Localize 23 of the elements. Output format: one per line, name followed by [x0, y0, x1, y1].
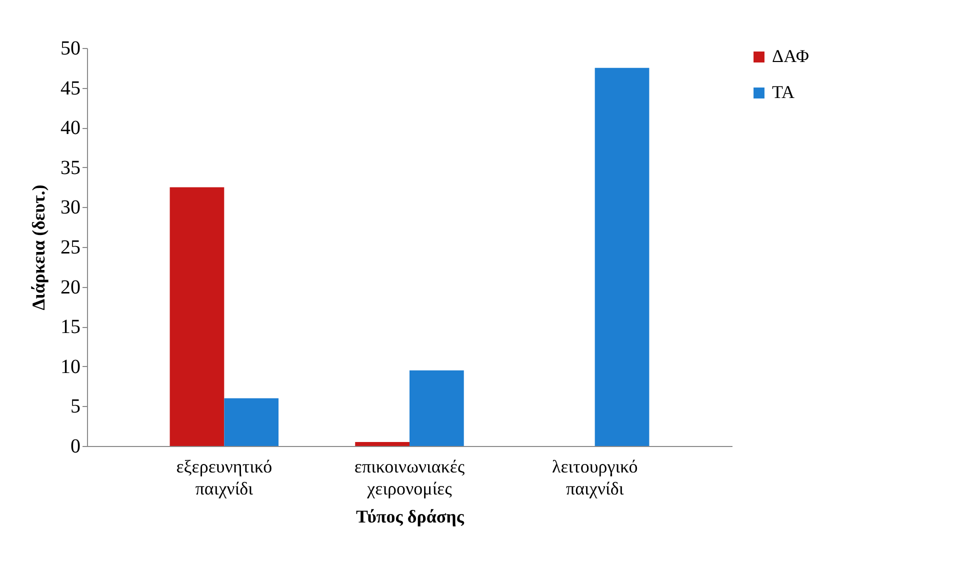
- x-tick-label: επικοινωνιακές χειρονομίες: [354, 456, 465, 498]
- y-tick-label: 45: [60, 77, 80, 100]
- y-tick-label: 15: [60, 316, 80, 338]
- x-axis-title: Τύπος δράσης: [356, 506, 464, 526]
- y-tick-label: 10: [60, 356, 80, 378]
- bar: [170, 187, 224, 446]
- x-tick-label: λειτουργικό παιχνίδι: [552, 456, 638, 498]
- y-tick-label: 50: [60, 38, 80, 60]
- y-tick-label: 35: [60, 156, 80, 179]
- y-tick-label: 25: [60, 236, 80, 258]
- y-axis-title: Διάρκεια (δευτ.): [28, 184, 48, 310]
- y-tick-label: 40: [60, 117, 80, 140]
- bar: [224, 398, 279, 446]
- bar: [355, 442, 410, 446]
- bar: [410, 370, 464, 446]
- x-tick-label: εξερευνητικό παιχνίδι: [176, 456, 272, 498]
- legend-label: ΤΑ: [772, 82, 795, 102]
- legend-label: ΔΑΦ: [772, 46, 809, 66]
- y-tick-label: 5: [70, 396, 80, 418]
- y-tick-label: 30: [60, 196, 80, 219]
- y-tick-label: 0: [70, 436, 80, 458]
- y-tick-label: 20: [60, 276, 80, 298]
- bar: [594, 68, 650, 446]
